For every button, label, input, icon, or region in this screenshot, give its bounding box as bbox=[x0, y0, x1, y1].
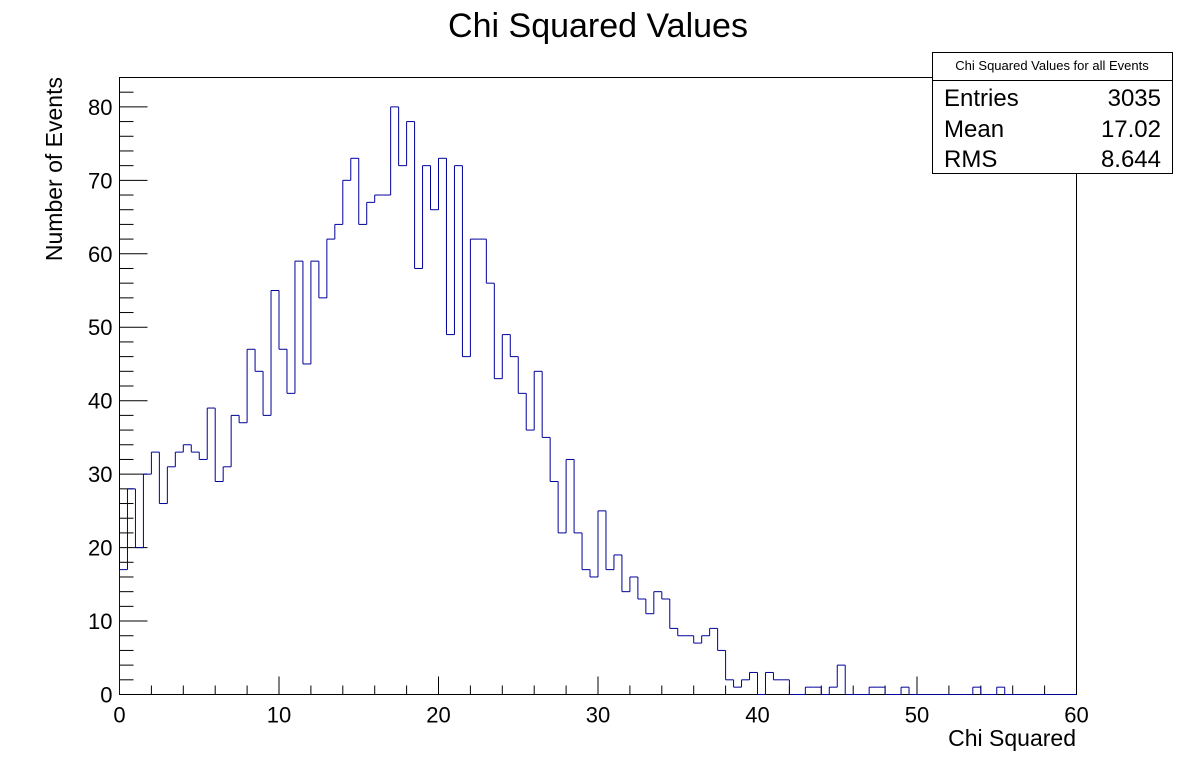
x-tick-label: 0 bbox=[113, 703, 125, 728]
y-tick-label: 60 bbox=[88, 242, 112, 267]
histogram-series bbox=[119, 106, 1077, 695]
stats-box: Chi Squared Values for all Events Entrie… bbox=[932, 52, 1173, 174]
y-axis-label: Number of Events bbox=[41, 77, 67, 261]
y-axis: 0 10 20 30 40 50 60 70 80 bbox=[88, 77, 148, 708]
x-tick-label: 40 bbox=[745, 703, 769, 728]
y-tick-label: 20 bbox=[88, 536, 112, 561]
x-tick-label: 60 bbox=[1064, 703, 1088, 728]
x-tick-label: 20 bbox=[426, 703, 450, 728]
stats-mean-value: 17.02 bbox=[1101, 116, 1161, 143]
stats-entries-label: Entries bbox=[944, 85, 1019, 112]
stats-rms-label: RMS bbox=[944, 146, 997, 173]
stats-rms-value: 8.644 bbox=[1101, 146, 1161, 173]
y-tick-label: 80 bbox=[88, 95, 112, 120]
y-tick-label: 10 bbox=[88, 609, 112, 634]
chart-title: Chi Squared Values bbox=[448, 7, 748, 45]
stats-mean-label: Mean bbox=[944, 116, 1004, 143]
y-tick-label: 50 bbox=[88, 315, 112, 340]
stats-entries-value: 3035 bbox=[1108, 85, 1161, 112]
y-tick-label: 30 bbox=[88, 462, 112, 487]
stats-box-frame bbox=[932, 52, 1173, 174]
stats-box-title: Chi Squared Values for all Events bbox=[955, 58, 1149, 73]
x-tick-label: 30 bbox=[586, 703, 610, 728]
x-tick-label: 10 bbox=[267, 703, 291, 728]
x-tick-label: 50 bbox=[905, 703, 929, 728]
y-tick-label: 70 bbox=[88, 168, 112, 193]
y-tick-label: 40 bbox=[88, 389, 112, 414]
y-tick-label: 0 bbox=[100, 683, 112, 708]
x-axis-label: Chi Squared bbox=[948, 725, 1076, 751]
x-axis: 0 10 20 30 40 50 60 bbox=[113, 676, 1089, 728]
